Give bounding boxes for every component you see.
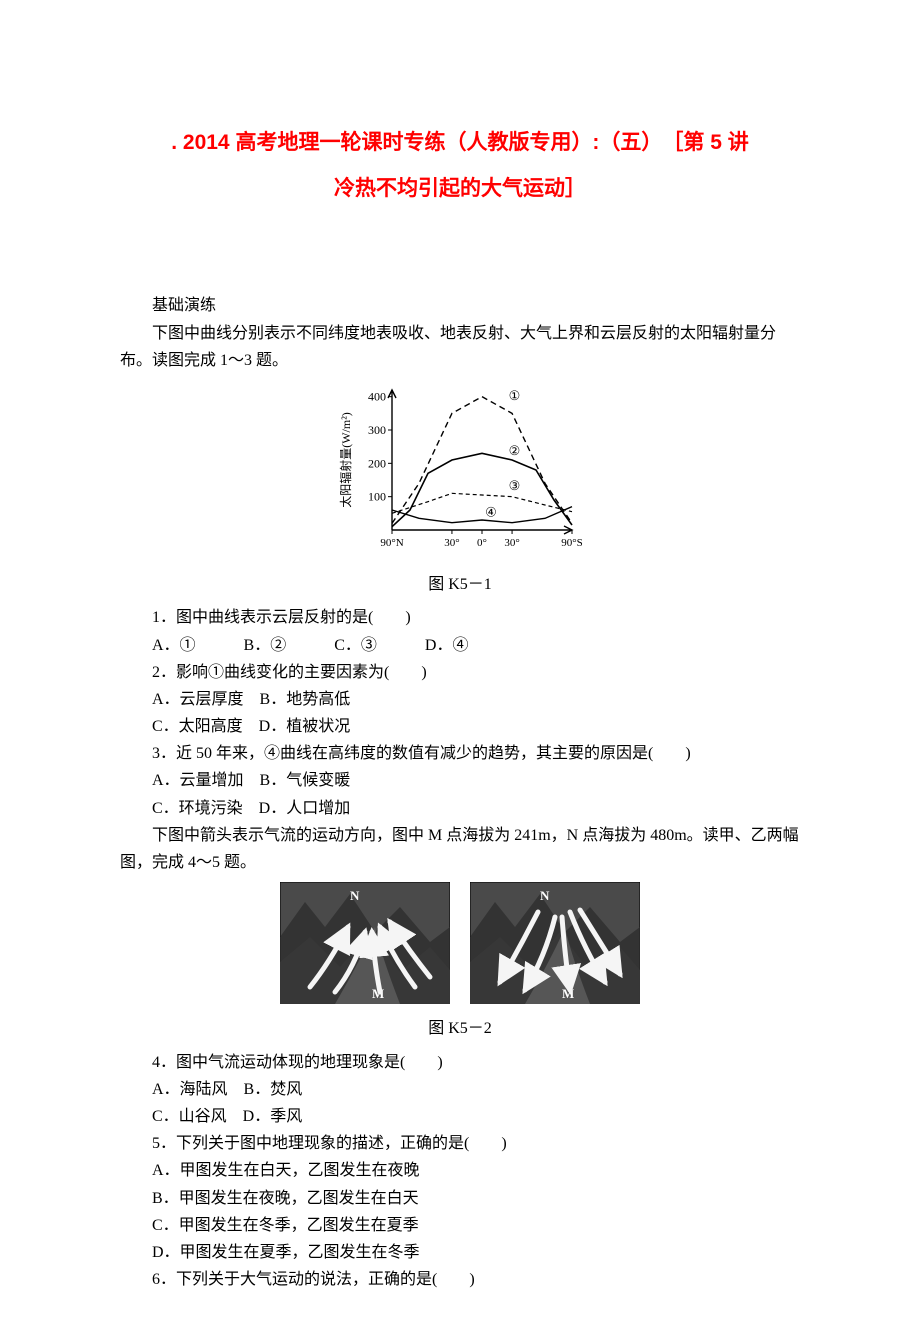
figure-1: 100 200 300 400 90°N 30° 0° 30° 90°S 太阳辐射量(W/m²) ①… [330, 380, 590, 569]
q5-stem: 5．下列关于图中地理现象的描述，正确的是( ) [120, 1130, 800, 1157]
svg-text:②: ② [509, 443, 521, 458]
svg-text:③: ③ [509, 478, 521, 493]
figure-1-caption: 图 K5－1 [120, 571, 800, 598]
svg-text:④: ④ [485, 505, 497, 520]
chart-k5-1: 100 200 300 400 90°N 30° 0° 30° 90°S 太阳辐射量(W/m²) ①… [330, 380, 590, 560]
svg-text:400: 400 [368, 390, 386, 404]
q2-stem: 2．影响①曲线变化的主要因素为( ) [120, 659, 800, 686]
q4-options-cd: C．山谷风 D．季风 [120, 1103, 800, 1130]
figure-2: NM NM [120, 882, 800, 1013]
q4-stem: 4．图中气流运动体现的地理现象是( ) [120, 1049, 800, 1076]
q1-options: A．① B．② C．③ D．④ [120, 632, 800, 659]
svg-text:太阳辐射量(W/m²): 太阳辐射量(W/m²) [338, 412, 353, 508]
figure-2-caption: 图 K5－2 [120, 1015, 800, 1042]
section-heading: 基础演练 [120, 292, 800, 319]
diagram-yi: NM [470, 882, 640, 1004]
figure-2-wrap: NM NM 图 K5－2 [120, 882, 800, 1042]
q5-option-b: B．甲图发生在夜晚，乙图发生在白天 [120, 1185, 800, 1212]
q2-options-ab: A．云层厚度 B．地势高低 [120, 686, 800, 713]
q5-option-c: C．甲图发生在冬季，乙图发生在夏季 [120, 1212, 800, 1239]
svg-text:N: N [540, 888, 550, 903]
svg-text:30°: 30° [504, 537, 519, 549]
svg-text:0°: 0° [477, 537, 487, 549]
title-line-2: 冷热不均引起的大气运动］ [120, 166, 800, 212]
svg-text:30°: 30° [444, 537, 459, 549]
svg-text:①: ① [509, 388, 521, 403]
q5-option-d: D．甲图发生在夏季，乙图发生在冬季 [120, 1239, 800, 1266]
q1-stem: 1．图中曲线表示云层反射的是( ) [120, 604, 800, 631]
q3-stem: 3．近 50 年来，④曲线在高纬度的数值有减少的趋势，其主要的原因是( ) [120, 740, 800, 767]
document-page: . 2014 高考地理一轮课时专练（人教版专用）:（五） ［第 5 讲 冷热不均… [0, 0, 920, 1333]
title-line-1: . 2014 高考地理一轮课时专练（人教版专用）:（五） ［第 5 讲 [120, 120, 800, 166]
q3-options-cd: C．环境污染 D．人口增加 [120, 795, 800, 822]
q3-options-ab: A．云量增加 B．气候变暖 [120, 767, 800, 794]
figure-1-wrap: 100 200 300 400 90°N 30° 0° 30° 90°S 太阳辐射量(W/m²) ①… [120, 380, 800, 598]
diagram-jia: NM [280, 882, 450, 1004]
q4-options-ab: A．海陆风 B．焚风 [120, 1076, 800, 1103]
intro-q4-5: 下图中箭头表示气流的运动方向，图中 M 点海拔为 241m，N 点海拔为 480… [120, 822, 800, 876]
q2-options-cd: C．太阳高度 D．植被状况 [120, 713, 800, 740]
intro-q1-3: 下图中曲线分别表示不同纬度地表吸收、地表反射、大气上界和云层反射的太阳辐射量分布… [120, 320, 800, 374]
svg-text:200: 200 [368, 456, 386, 470]
document-title: . 2014 高考地理一轮课时专练（人教版专用）:（五） ［第 5 讲 冷热不均… [120, 120, 800, 212]
svg-text:90°S: 90°S [561, 537, 583, 549]
svg-text:100: 100 [368, 490, 386, 504]
svg-text:N: N [350, 888, 360, 903]
q6-stem: 6．下列关于大气运动的说法，正确的是( ) [120, 1266, 800, 1293]
svg-text:90°N: 90°N [380, 537, 403, 549]
q5-option-a: A．甲图发生在白天，乙图发生在夜晚 [120, 1157, 800, 1184]
svg-text:300: 300 [368, 423, 386, 437]
